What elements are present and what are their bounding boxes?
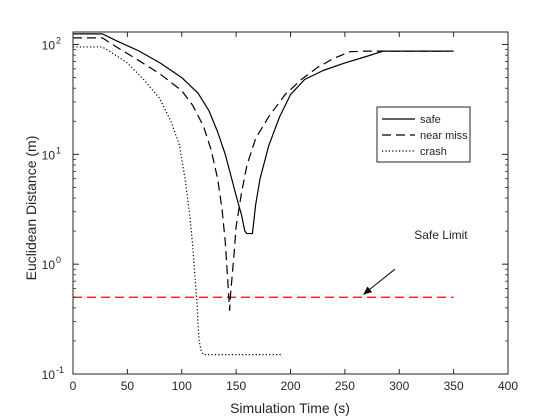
legend: safe near miss crash xyxy=(376,106,471,163)
x-tick-label: 300 xyxy=(389,379,409,393)
x-tick-label: 350 xyxy=(444,379,464,393)
plot-background xyxy=(73,32,508,374)
safe-limit-arrow-head xyxy=(363,286,373,295)
legend-label-safe: safe xyxy=(420,114,441,126)
y-axis-title: Euclidean Distance (m) xyxy=(23,136,39,281)
y-tick-exponent: 0 xyxy=(56,255,61,265)
y-tick-exponent: -1 xyxy=(56,365,64,375)
plot-area xyxy=(73,32,508,374)
y-tick-label: 10 xyxy=(42,39,56,53)
series-line-safe xyxy=(73,33,449,235)
annotation-group: Safe Limit xyxy=(363,228,468,295)
series-line-near-miss xyxy=(73,37,454,311)
x-tick-label: 400 xyxy=(498,379,518,393)
series-group xyxy=(73,33,454,356)
x-tick-label: 100 xyxy=(172,379,192,393)
legend-label-crash: crash xyxy=(420,146,447,158)
x-tick-label: 250 xyxy=(335,379,355,393)
x-axis-title: Simulation Time (s) xyxy=(230,400,350,416)
x-tick-label: 200 xyxy=(280,379,300,393)
y-tick-label: 10 xyxy=(42,258,56,272)
x-tick-label: 0 xyxy=(70,379,77,393)
legend-label-near-miss: near miss xyxy=(420,130,468,142)
y-tick-label: 10 xyxy=(42,148,56,162)
safe-limit-annotation-label: Safe Limit xyxy=(414,228,468,242)
legend-box xyxy=(376,106,471,163)
y-tick-label: 10 xyxy=(42,368,56,382)
x-tick-label: 150 xyxy=(226,379,246,393)
y-tick-exponent: 2 xyxy=(56,36,61,46)
x-tick-label: 50 xyxy=(121,379,135,393)
y-tick-exponent: 1 xyxy=(56,145,61,155)
series-line-crash xyxy=(73,46,282,356)
